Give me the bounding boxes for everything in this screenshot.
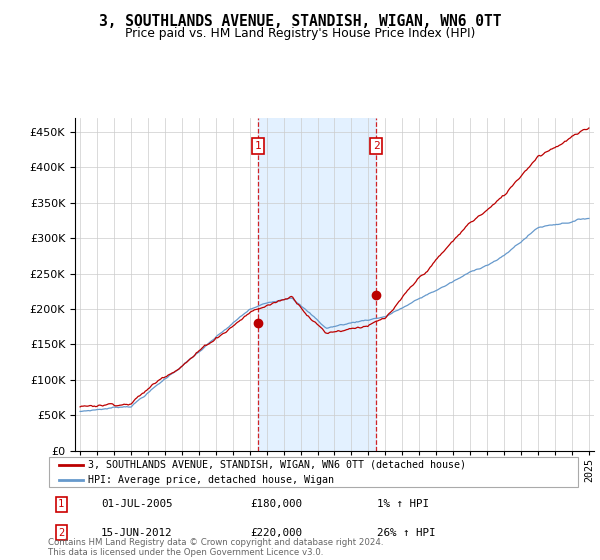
Text: Contains HM Land Registry data © Crown copyright and database right 2024.
This d: Contains HM Land Registry data © Crown c… xyxy=(48,538,383,557)
FancyBboxPatch shape xyxy=(49,458,578,487)
Text: £180,000: £180,000 xyxy=(250,500,302,510)
Text: 1% ↑ HPI: 1% ↑ HPI xyxy=(377,500,429,510)
Text: 1: 1 xyxy=(255,141,262,151)
Text: 1: 1 xyxy=(58,500,64,510)
Text: 2: 2 xyxy=(58,528,64,538)
Text: Price paid vs. HM Land Registry's House Price Index (HPI): Price paid vs. HM Land Registry's House … xyxy=(125,27,475,40)
Text: £220,000: £220,000 xyxy=(250,528,302,538)
Text: 2: 2 xyxy=(373,141,379,151)
Text: 01-JUL-2005: 01-JUL-2005 xyxy=(101,500,173,510)
Text: HPI: Average price, detached house, Wigan: HPI: Average price, detached house, Wiga… xyxy=(88,474,334,484)
Text: 26% ↑ HPI: 26% ↑ HPI xyxy=(377,528,436,538)
Text: 3, SOUTHLANDS AVENUE, STANDISH, WIGAN, WN6 0TT: 3, SOUTHLANDS AVENUE, STANDISH, WIGAN, W… xyxy=(99,14,501,29)
Text: 3, SOUTHLANDS AVENUE, STANDISH, WIGAN, WN6 0TT (detached house): 3, SOUTHLANDS AVENUE, STANDISH, WIGAN, W… xyxy=(88,460,466,470)
Bar xyxy=(258,118,376,451)
Text: 15-JUN-2012: 15-JUN-2012 xyxy=(101,528,173,538)
